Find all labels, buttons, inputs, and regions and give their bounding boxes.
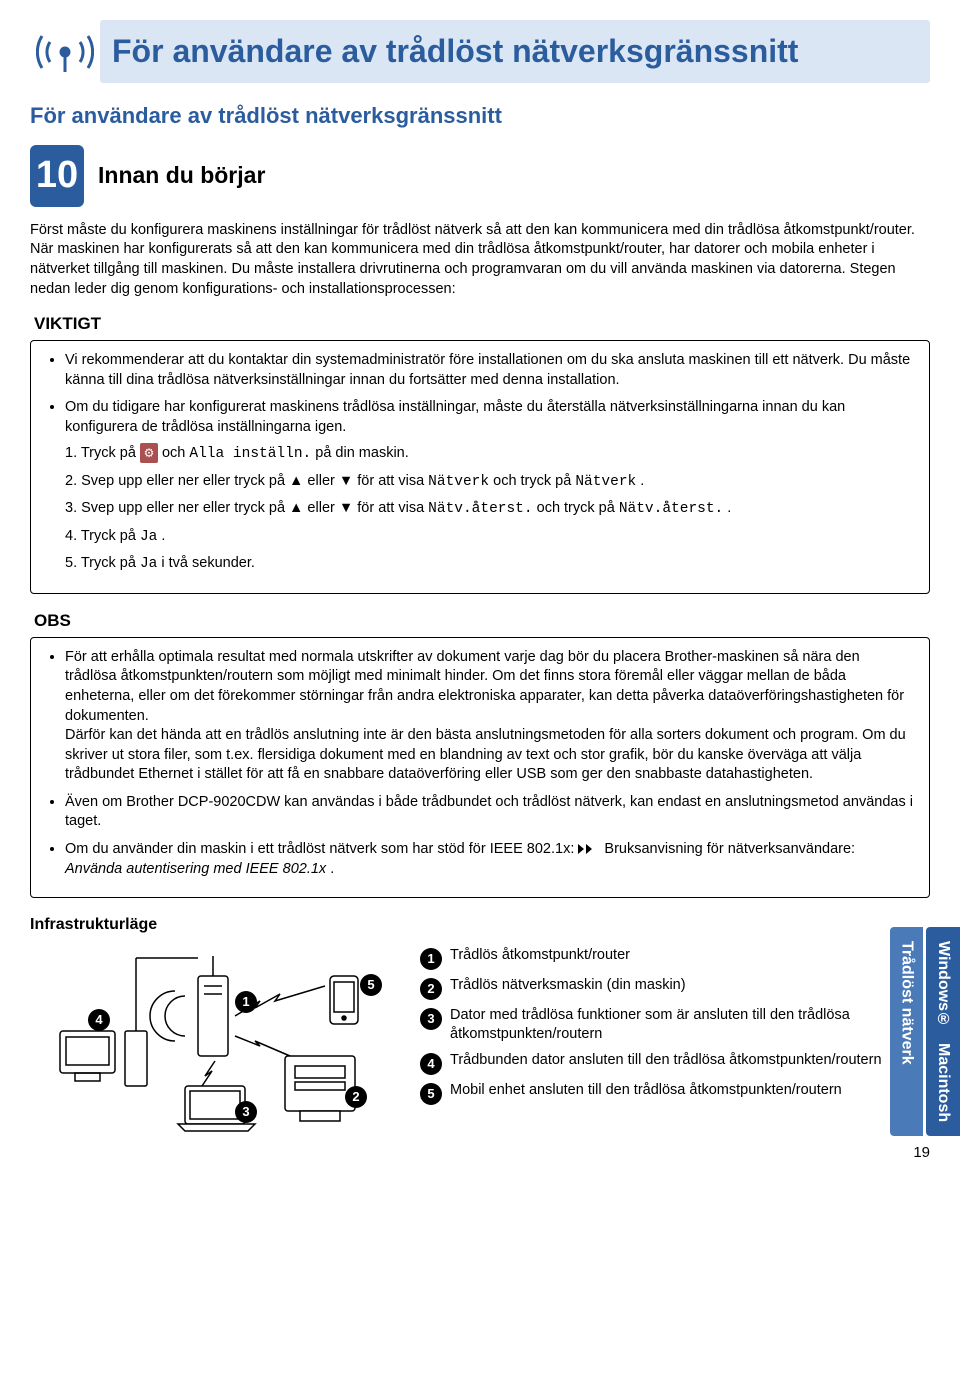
step-number: 10 (30, 145, 84, 207)
tab-os[interactable]: Windows® Macintosh (926, 927, 960, 1135)
legend-item-4: 4 Trådbunden dator ansluten till den trå… (420, 1051, 930, 1075)
tab-wireless-network[interactable]: Trådlöst nätverk (890, 927, 924, 1135)
legend-item-5: 5 Mobil enhet ansluten till den trådlösa… (420, 1081, 930, 1105)
diagram-badge-4: 4 (88, 1009, 110, 1031)
reference-arrow-icon (578, 843, 600, 855)
obs-box: För att erhålla optimala resultat med no… (30, 637, 930, 898)
obs-bullet-3: Om du använder din maskin i ett trådlöst… (65, 840, 915, 879)
viktigt-box: Vi rekommenderar att du kontaktar din sy… (30, 340, 930, 594)
legend-item-1: 1 Trådlös åtkomstpunkt/router (420, 946, 930, 970)
obs-bullet-2: Även om Brother DCP-9020CDW kan användas… (65, 793, 915, 832)
banner: För användare av trådlöst nätverksgränss… (30, 20, 930, 83)
banner-title: För användare av trådlöst nätverksgränss… (100, 20, 930, 83)
diagram-badge-1: 1 (235, 991, 257, 1013)
obs-label: OBS (34, 610, 930, 633)
legend-item-2: 2 Trådlös nätverksmaskin (din maskin) (420, 976, 930, 1000)
substep-2: 2. Svep upp eller ner eller tryck på ▲ e… (65, 472, 915, 493)
substep-1: 1. Tryck på ⚙ och Alla inställn. på din … (65, 443, 915, 464)
obs-bullet-1: För att erhålla optimala resultat med no… (65, 648, 915, 785)
viktigt-bullet-1: Vi rekommenderar att du kontaktar din sy… (65, 351, 915, 390)
infrastructure-row: 1 2 3 4 5 1 Trådlös åtkomstpunkt/router … (30, 946, 930, 1146)
infrastructure-legend: 1 Trådlös åtkomstpunkt/router 2 Trådlös … (420, 946, 930, 1111)
step-title: Innan du börjar (98, 160, 265, 191)
viktigt-bullet-2: Om du tidigare har konfigurerat maskinen… (65, 398, 915, 575)
infrastructure-label: Infrastrukturläge (30, 914, 930, 936)
side-tabs: Trådlöst nätverk Windows® Macintosh (887, 927, 960, 1135)
subheading: För användare av trådlöst nätverksgränss… (30, 101, 930, 131)
viktigt-label: VIKTIGT (34, 313, 930, 336)
substep-3: 3. Svep upp eller ner eller tryck på ▲ e… (65, 499, 915, 520)
diagram-badge-2: 2 (345, 1086, 367, 1108)
substep-4: 4. Tryck på Ja . (65, 527, 915, 548)
legend-item-3: 3 Dator med trådlösa funktioner som är a… (420, 1006, 930, 1045)
diagram-badge-3: 3 (235, 1101, 257, 1123)
viktigt-sublist: 1. Tryck på ⚙ och Alla inställn. på din … (65, 443, 915, 575)
intro-paragraph: Först måste du konfigurera maskinens ins… (30, 221, 930, 299)
substep-5: 5. Tryck på Ja i två sekunder. (65, 554, 915, 575)
infrastructure-diagram: 1 2 3 4 5 (30, 946, 390, 1146)
page-number: 19 (913, 1143, 930, 1163)
wireless-icon (30, 27, 100, 77)
step-row: 10 Innan du börjar (30, 145, 930, 207)
settings-icon: ⚙ (140, 443, 158, 463)
diagram-badge-5: 5 (360, 974, 382, 996)
